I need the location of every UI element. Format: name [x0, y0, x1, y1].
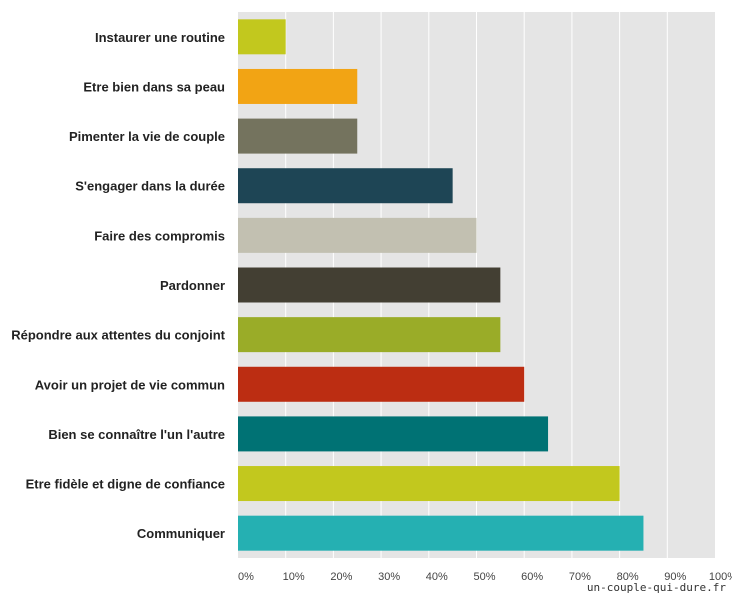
watermark-text: un-couple-qui-dure.fr — [586, 581, 726, 594]
bar — [238, 68, 358, 104]
bars — [238, 19, 644, 551]
bar — [238, 416, 549, 452]
category-label: Communiquer — [137, 526, 225, 541]
category-label: Pardonner — [160, 278, 225, 293]
bar — [238, 466, 620, 502]
x-tick-label: 50% — [473, 571, 495, 583]
bar — [238, 19, 286, 55]
bar — [238, 118, 358, 154]
category-label: Pimenter la vie de couple — [69, 129, 225, 144]
category-label: S'engager dans la durée — [75, 179, 225, 194]
x-tick-label: 90% — [664, 571, 686, 583]
bar — [238, 217, 477, 253]
x-tick-label: 0% — [238, 571, 254, 583]
bar — [238, 168, 453, 204]
x-tick-label: 80% — [617, 571, 639, 583]
category-label: Répondre aux attentes du conjoint — [11, 328, 225, 343]
category-label: Faire des compromis — [94, 228, 225, 243]
x-tick-labels: 0% 10% 20% 30% 40% 50% 60% 70% 80% 90% 100% — [238, 571, 732, 583]
bar — [238, 317, 501, 353]
x-tick-label: 10% — [283, 571, 305, 583]
bar — [238, 515, 644, 551]
x-tick-label: 40% — [426, 571, 448, 583]
category-label: Etre bien dans sa peau — [83, 79, 225, 94]
category-label: Avoir un projet de vie commun — [35, 377, 225, 392]
x-tick-label: 20% — [330, 571, 352, 583]
x-tick-label: 70% — [569, 571, 591, 583]
category-labels: Instaurer une routine Etre bien dans sa p… — [11, 30, 225, 541]
bar — [238, 366, 525, 402]
category-label: Etre fidèle et digne de confiance — [26, 477, 225, 492]
bar — [238, 267, 501, 303]
x-tick-label: 30% — [378, 571, 400, 583]
x-tick-label: 100% — [709, 571, 732, 583]
category-label: Bien se connaître l'un l'autre — [48, 427, 225, 442]
x-tick-label: 60% — [521, 571, 543, 583]
category-label: Instaurer une routine — [95, 30, 225, 45]
